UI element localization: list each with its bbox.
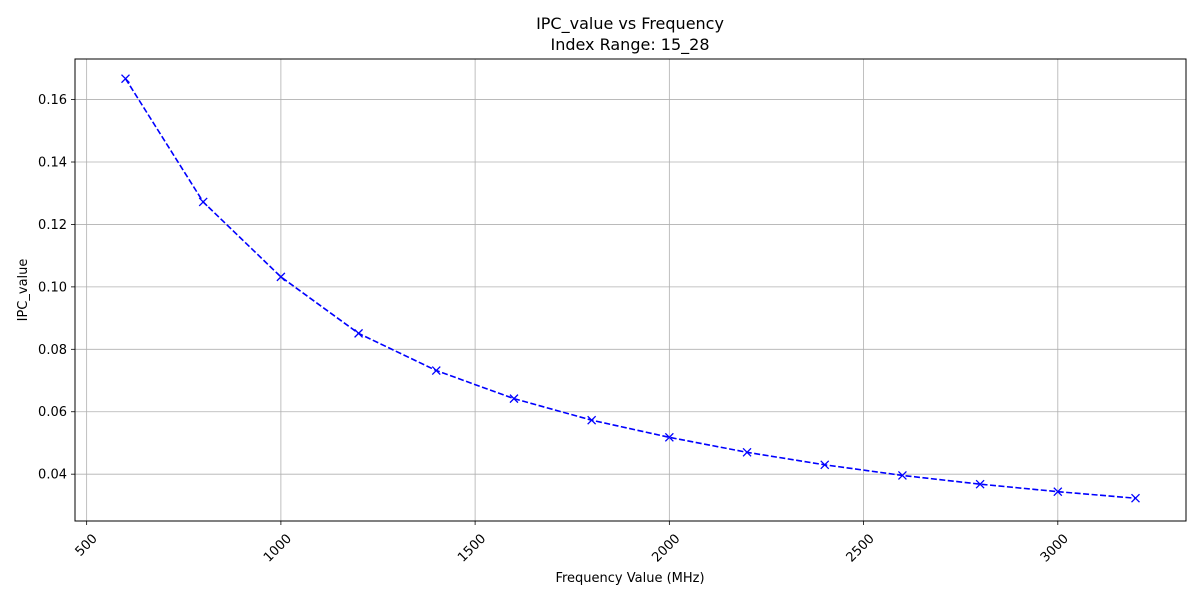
marker-stroke [664, 432, 674, 442]
data-point-marker [431, 366, 441, 375]
marker-stroke [1131, 493, 1140, 503]
x-tick-label: 1000 [261, 531, 295, 565]
data-point-marker [1053, 487, 1063, 497]
marker-stroke [975, 479, 985, 489]
x-tick-label: 3000 [1038, 531, 1072, 565]
data-point-marker [664, 432, 674, 442]
marker-stroke [742, 447, 752, 457]
marker-stroke [354, 328, 364, 338]
marker-stroke [121, 74, 130, 84]
series-line [124, 78, 1136, 500]
marker-stroke [431, 366, 441, 375]
y-tick-label: 0.16 [38, 93, 67, 108]
x-tick-label: 2000 [649, 531, 683, 565]
data-point-marker [820, 460, 830, 470]
y-tick-label: 0.08 [38, 343, 67, 358]
marker-stroke [1053, 487, 1063, 497]
marker-stroke [509, 394, 519, 404]
data-point-marker [509, 394, 519, 404]
data-point-marker [742, 447, 752, 457]
y-tick-label: 0.04 [38, 468, 67, 483]
data-layer [121, 74, 1140, 503]
data-point-marker [121, 74, 130, 84]
x-axis-title: Frequency Value (MHz) [555, 571, 704, 586]
y-tick-label: 0.14 [38, 156, 67, 171]
marker-stroke [198, 197, 208, 207]
grid-layer [75, 59, 1186, 521]
chart-title: IPC_value vs Frequency [536, 14, 724, 34]
data-point-marker [354, 328, 364, 338]
y-tick-label: 0.10 [38, 280, 67, 295]
x-tick-label: 2500 [844, 531, 878, 565]
plot-frame [74, 58, 1187, 522]
chart-subtitle: Index Range: 15_28 [550, 35, 709, 55]
data-point-marker [276, 272, 286, 282]
marker-stroke [276, 272, 286, 282]
y-tick-label: 0.12 [38, 218, 67, 233]
x-tick-label: 1500 [455, 531, 489, 565]
data-point-marker [198, 197, 208, 207]
marker-stroke [820, 460, 830, 470]
data-point-marker [1131, 493, 1140, 503]
marker-stroke [587, 415, 597, 425]
data-point-marker [587, 415, 597, 425]
axis-layer: 500 1000 1500 2000 2500 3000 0.04 0.06 0.08 0.10 0… [38, 93, 1072, 565]
y-axis-title: IPC_value [16, 259, 31, 322]
data-point-marker [975, 479, 985, 489]
data-point-marker [897, 470, 907, 480]
marker-stroke [897, 470, 907, 480]
y-tick-label: 0.06 [38, 405, 67, 420]
x-tick-label: 500 [73, 531, 101, 559]
